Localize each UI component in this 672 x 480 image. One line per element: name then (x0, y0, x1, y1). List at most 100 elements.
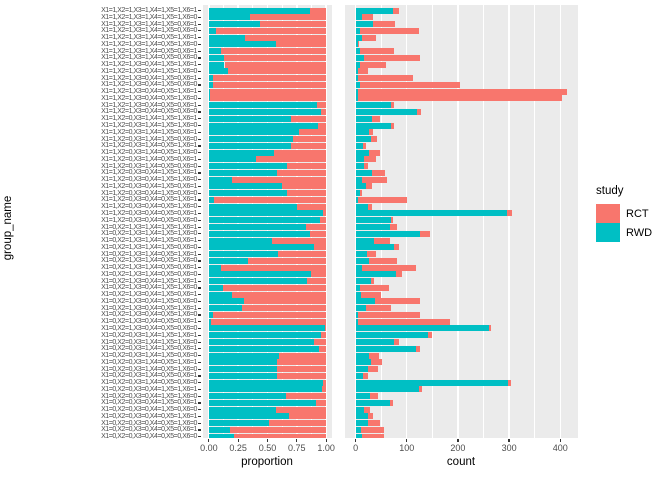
y-axis-label: X1=0,X2=0,X3=1,X4=1,X5=1,X6=1 (101, 331, 197, 339)
bar-segment-rct (393, 339, 399, 346)
y-axis-tick (197, 415, 201, 418)
y-axis-tick (197, 226, 201, 228)
y-axis-label: X1=0,X2=1,X3=1,X4=0,X5=1,X6=0 (101, 257, 197, 265)
legend-entry-rwd: RWD (596, 223, 652, 242)
bar-segment-rwd (355, 48, 360, 55)
bar-segment-rct (244, 34, 327, 41)
bar-segment-rwd (355, 399, 390, 406)
y-axis-tick (197, 267, 201, 269)
bar-segment-rwd (208, 34, 245, 41)
bar-segment-rct (275, 406, 327, 413)
x-axis-tick-label: 1.00 (317, 443, 335, 453)
y-axis-label: X1=0,X2=0,X3=1,X4=1,X5=1,X6=0 (101, 338, 197, 346)
y-axis-tick (197, 192, 201, 194)
bar-segment-rwd (355, 75, 358, 82)
bar-segment-rct (313, 339, 327, 346)
major-gridline (508, 5, 510, 438)
y-axis-label: X1=0,X2=0,X3=0,X4=0,X5=1,X6=0 (101, 419, 197, 427)
y-axis-label: X1=0,X2=0,X3=1,X4=0,X5=0,X6=1 (101, 372, 197, 380)
y-axis-tick (197, 436, 201, 438)
bar-segment-rwd (208, 115, 292, 122)
y-axis-label: X1=1,X2=1,X3=0,X4=1,X5=1,X6=0 (101, 67, 197, 75)
bar-segment-rct (290, 142, 327, 149)
bar-segment-rwd (208, 406, 276, 413)
y-axis-label: X1=0,X2=0,X3=1,X4=1,X5=0,X6=1 (101, 345, 197, 353)
bar-segment-rct (390, 217, 393, 224)
bar-segment-rct (419, 386, 422, 393)
y-axis-label: X1=1,X2=1,X3=1,X4=1,X5=1,X6=0 (101, 13, 197, 21)
bar-segment-rct (316, 399, 327, 406)
y-axis-tick (197, 260, 201, 262)
y-axis-label: X1=1,X2=0,X3=0,X4=1,X5=0,X6=1 (101, 182, 197, 190)
bar-segment-rct (322, 210, 327, 217)
bar-segment-rwd (355, 54, 364, 61)
bar-segment-rwd (208, 278, 307, 285)
bar-segment-rwd (355, 34, 362, 41)
bar-segment-rwd (355, 129, 369, 136)
bar-segment-rct (420, 230, 431, 237)
bar-segment-rct (223, 54, 327, 61)
y-axis-tick (197, 334, 201, 336)
bar-segment-rwd (355, 305, 366, 312)
major-gridline (457, 5, 459, 438)
minor-gridline (534, 5, 536, 438)
y-axis-tick (197, 145, 201, 147)
bar-segment-rct (305, 224, 327, 230)
bar-segment-rwd (208, 88, 210, 95)
y-axis-label: X1=0,X2=1,X3=1,X4=1,X5=0,X6=0 (101, 243, 197, 251)
bar-segment-rwd (208, 393, 287, 400)
major-gridline (406, 5, 408, 438)
bar-segment-rwd (208, 433, 234, 438)
bar-segment-rct (370, 278, 374, 285)
bar-segment-rct (507, 379, 512, 386)
legend-label-rwd: RWD (626, 226, 653, 239)
bar-segment-rct (275, 41, 327, 48)
bar-segment-rct (389, 224, 398, 230)
bar-segment-rct (489, 325, 491, 332)
bar-segment-rct (363, 163, 368, 170)
bar-segment-rct (392, 7, 400, 14)
bar-segment-rwd (355, 386, 420, 393)
bar-segment-rwd (355, 433, 362, 438)
bar-segment-rwd (355, 210, 508, 217)
bar-segment-rwd (355, 339, 394, 346)
bar-segment-rwd (208, 251, 279, 258)
y-axis-tick (197, 16, 201, 18)
y-axis-label: X1=1,X2=0,X3=0,X4=0,X5=0,X6=0 (101, 216, 197, 224)
bar-segment-rct (316, 102, 327, 109)
y-axis-tick (197, 402, 201, 404)
y-axis-label: X1=0,X2=1,X3=0,X4=0,X5=1,X6=0 (101, 311, 197, 319)
bar-segment-rwd (355, 379, 508, 386)
bar-segment-rwd (355, 257, 370, 264)
bar-segment-rwd (355, 115, 373, 122)
x-axis-tick-label: 0.75 (288, 443, 306, 453)
bar-segment-rwd (355, 14, 362, 21)
major-gridline (559, 5, 561, 438)
bar-segment-rwd (208, 75, 214, 82)
bar-segment-rwd (208, 169, 277, 176)
bar-segment-rwd (208, 14, 251, 21)
y-axis-tick (197, 84, 201, 86)
x-axis-title-proportion: proportion (241, 456, 293, 468)
bar-segment-rct (228, 68, 327, 75)
bar-segment-rct (507, 210, 512, 217)
y-axis-label: X1=1,X2=1,X3=1,X4=0,X5=1,X6=0 (101, 40, 197, 48)
y-axis-tick (197, 125, 201, 127)
bar-segment-rwd (208, 366, 278, 373)
x-axis-tick-label: 400 (552, 443, 568, 453)
bar-segment-rct (359, 190, 362, 197)
y-axis-tick (197, 321, 201, 323)
bar-segment-rwd (355, 102, 391, 109)
y-axis-tick (197, 382, 201, 384)
bar-segment-rwd (355, 420, 368, 427)
bar-segment-rct (209, 88, 327, 95)
bar-segment-rct (211, 318, 327, 325)
y-axis-title: group_name (2, 195, 14, 261)
bar-segment-rct (230, 426, 327, 433)
bar-segment-rct (213, 75, 327, 82)
bar-segment-rwd (355, 183, 366, 190)
y-axis-tick (197, 409, 201, 411)
y-axis-label: X1=0,X2=0,X3=1,X4=1,X5=0,X6=0 (101, 352, 197, 360)
bar-segment-rwd (208, 305, 243, 312)
y-axis-tick (197, 23, 201, 25)
